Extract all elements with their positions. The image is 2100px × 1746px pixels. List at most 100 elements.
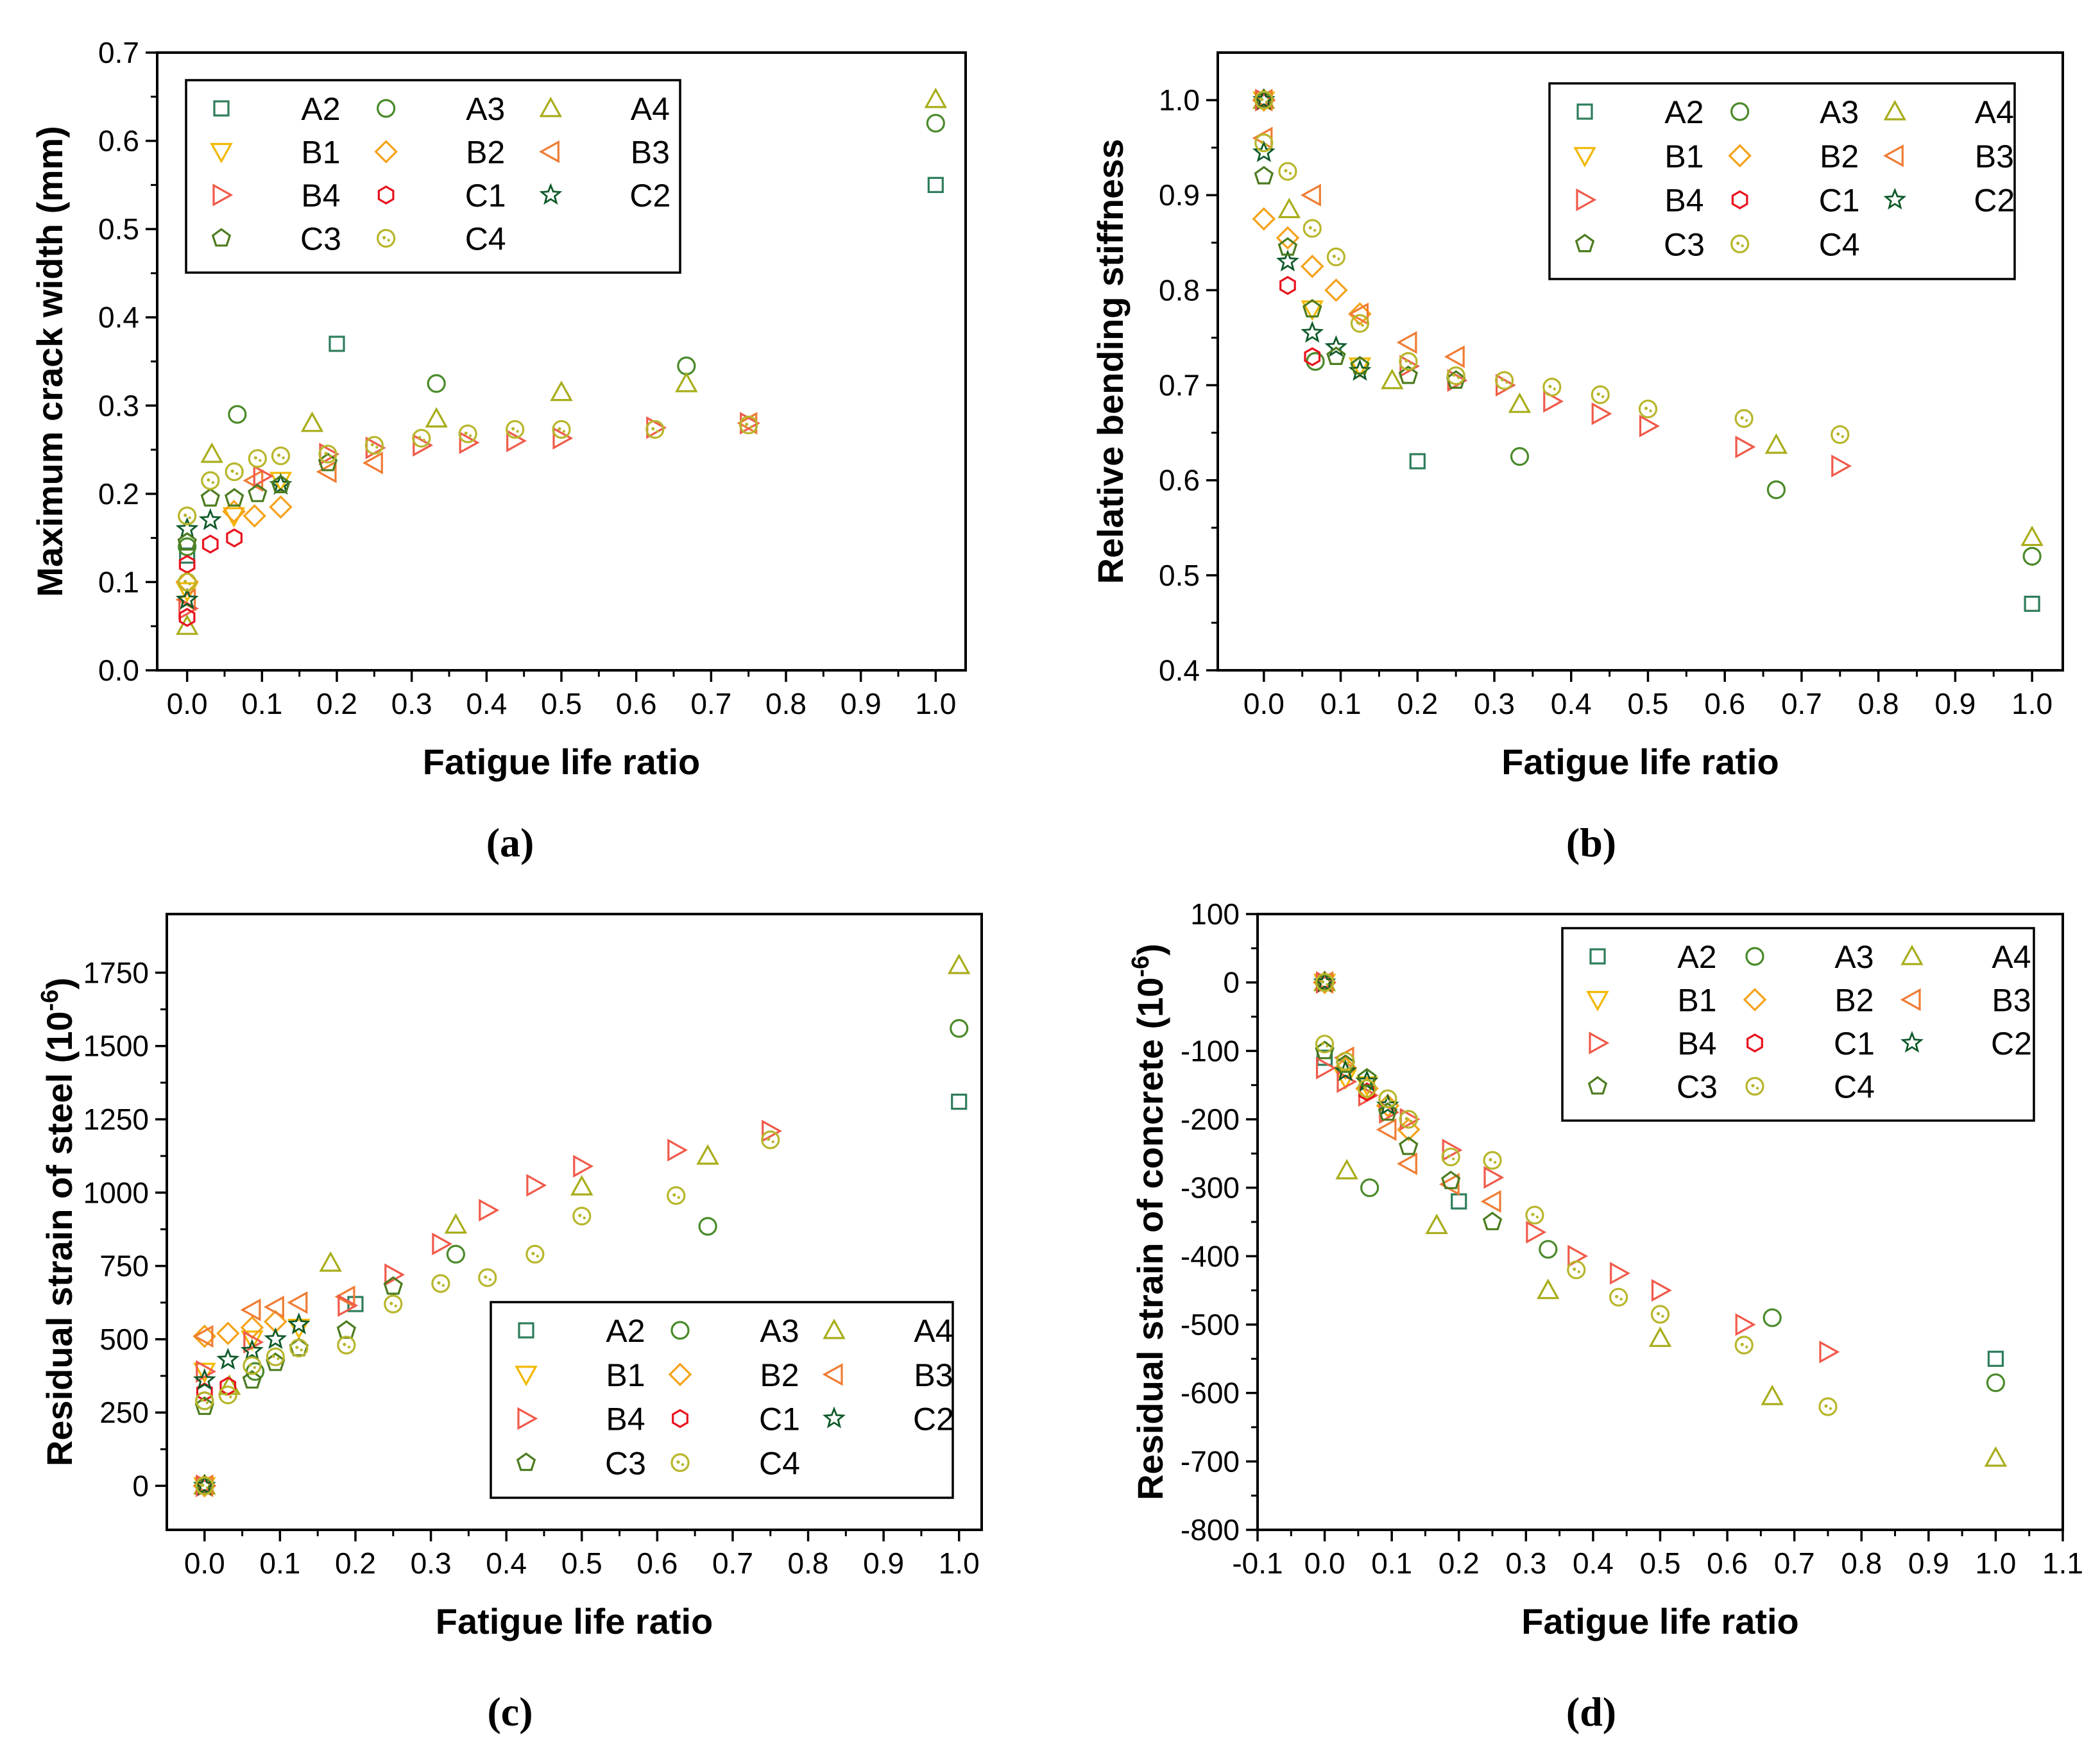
- x-tick-label: 0.9: [1934, 687, 1976, 720]
- y-tick-label: -500: [1181, 1308, 1240, 1341]
- legend-marker-B1: [1586, 990, 1609, 1012]
- data-point-C2: [240, 1339, 264, 1361]
- x-tick-label: 0.9: [1908, 1547, 1949, 1580]
- data-point-B4: [459, 431, 480, 454]
- data-points: [1252, 88, 2044, 612]
- data-point-A3: [1306, 352, 1325, 371]
- data-point-C4: [1494, 371, 1514, 390]
- data-point-C4: [431, 1274, 450, 1293]
- y-tick-label: 0.5: [98, 212, 139, 246]
- legend-marker-B2: [1728, 144, 1752, 168]
- legend: A2 A3 A4 B1 B2 B3 B4 C1 C2 C3 C4: [185, 79, 681, 274]
- data-point-C4: [178, 572, 197, 592]
- panel-c: 0.0 0.1 0.2 0.3 0.4 0.5 0.6 0.7 0.8 0.9 1.0 0 250 500…: [37, 913, 983, 1734]
- legend-marker-C4: [670, 1453, 690, 1472]
- data-point-C1: [1304, 347, 1321, 366]
- data-point-B1: [193, 1362, 216, 1384]
- y-axis-title: Relative bending stiffness: [1090, 139, 1131, 584]
- legend-box: [185, 79, 681, 274]
- data-point-C3: [1350, 355, 1370, 375]
- legend-label-B3: B3: [914, 1357, 953, 1393]
- x-tick-label: 0.7: [1781, 687, 1822, 720]
- data-point-B3: [1444, 345, 1465, 368]
- data-point-C3: [242, 1369, 262, 1389]
- legend-label-C3: C3: [1664, 226, 1705, 262]
- data-point-B4: [337, 1294, 359, 1318]
- data-point-B3: [334, 1285, 355, 1309]
- data-point-C3: [1441, 1171, 1461, 1189]
- data-point-B4: [1651, 1278, 1672, 1302]
- data-point-C1: [178, 607, 196, 627]
- data-point-C4: [525, 1244, 545, 1264]
- data-point-A2: [2024, 595, 2040, 612]
- legend-marker-A4: [1883, 99, 1907, 121]
- data-point-B4: [1831, 454, 1852, 478]
- y-tick-label: 0: [1223, 966, 1240, 999]
- x-tick-label: 0.1: [1371, 1547, 1412, 1580]
- x-tick-label: 0.8: [1841, 1547, 1882, 1580]
- y-tick-label: 250: [99, 1396, 149, 1429]
- data-point-C4: [478, 1268, 497, 1287]
- data-point-C2: [216, 1348, 240, 1370]
- data-point-A3: [1510, 447, 1530, 466]
- data-point-A2: [1987, 1350, 2004, 1367]
- data-point-C1: [1358, 1082, 1376, 1102]
- legend-label-B3: B3: [1992, 983, 2031, 1019]
- data-point-C3: [1302, 299, 1322, 318]
- legend-box: [1561, 927, 2035, 1122]
- legend-marker-B3: [1900, 988, 1921, 1012]
- data-point-B3: [240, 1298, 261, 1321]
- legend-label-B1: B1: [301, 135, 340, 171]
- x-tick-label: 0.3: [411, 1547, 452, 1580]
- data-point-C4: [1567, 1260, 1586, 1280]
- data-point-C3: [1357, 1068, 1377, 1087]
- data-point-C1: [1279, 276, 1296, 295]
- y-tick-label: 0.9: [1159, 178, 1200, 212]
- data-point-C1: [196, 1382, 213, 1402]
- legend-marker-C3: [1575, 233, 1595, 253]
- data-point-C3: [1482, 1212, 1503, 1230]
- data-point-B4: [1610, 1262, 1630, 1285]
- data-point-A4: [200, 442, 223, 463]
- x-tick-label: 0.0: [167, 687, 208, 720]
- y-tick-label: 0.2: [98, 477, 139, 511]
- data-point-B4: [762, 1119, 782, 1143]
- legend-marker-B1: [515, 1366, 538, 1387]
- data-point-B4: [1735, 436, 1756, 459]
- x-tick-label: 0.7: [1774, 1547, 1815, 1580]
- legend-label-B4: B4: [1677, 1026, 1716, 1062]
- legend-marker-A2: [1576, 103, 1593, 120]
- y-tick-label: 0.0: [98, 654, 139, 687]
- data-point-A3: [1766, 480, 1786, 500]
- legend-marker-C3: [516, 1452, 536, 1471]
- data-point-C2: [192, 1368, 216, 1391]
- data-point-C4: [218, 1386, 237, 1405]
- legend-label-A3: A3: [760, 1313, 799, 1349]
- data-point-B3: [192, 1325, 214, 1348]
- x-tick-label: 0.3: [1474, 687, 1515, 720]
- legend-label-C4: C4: [1819, 226, 1860, 262]
- legend-label-B1: B1: [1677, 983, 1716, 1019]
- y-tick-label: -300: [1181, 1171, 1240, 1205]
- data-point-C4: [1399, 1110, 1418, 1129]
- y-tick-label: 0.5: [1159, 559, 1200, 592]
- y-tick-label: 0.3: [98, 389, 139, 422]
- data-point-C4: [739, 415, 758, 435]
- data-point-C4: [1278, 162, 1297, 181]
- legend-label-C3: C3: [605, 1445, 646, 1481]
- x-tick-label: 0.9: [863, 1547, 904, 1580]
- data-point-A3: [677, 356, 696, 375]
- data-point-C4: [552, 420, 571, 439]
- legend-box: [1548, 82, 2016, 280]
- x-tick-label: 0.1: [241, 687, 282, 720]
- legend-marker-A2: [1589, 948, 1606, 965]
- data-point-C4: [1609, 1287, 1628, 1307]
- y-tick-label: -100: [1181, 1034, 1240, 1067]
- data-point-C3: [1378, 1102, 1398, 1121]
- x-tick-label: 0.6: [616, 687, 657, 720]
- legend-label-C4: C4: [465, 221, 506, 257]
- x-tick-label: 0.5: [561, 1547, 602, 1580]
- legend-label-A3: A3: [1820, 94, 1859, 130]
- data-point-B2: [1324, 278, 1348, 302]
- x-tick-label: 0.0: [1243, 687, 1285, 720]
